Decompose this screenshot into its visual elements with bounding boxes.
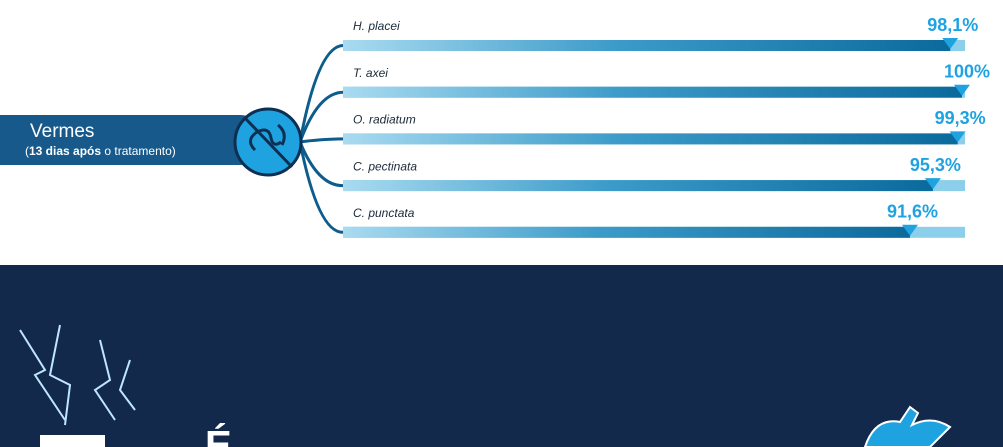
bar-marker bbox=[954, 84, 970, 96]
subtitle-part: ( bbox=[25, 144, 29, 158]
cattle-logo bbox=[863, 405, 952, 447]
label-pill bbox=[0, 115, 265, 165]
product-box bbox=[40, 435, 105, 447]
bar bbox=[343, 133, 958, 145]
worm-glyph bbox=[249, 123, 286, 152]
connector bbox=[298, 141, 344, 188]
bar-marker bbox=[942, 38, 959, 49]
category-label: C. pectinata bbox=[353, 159, 417, 173]
category-label: H. placei bbox=[353, 19, 400, 33]
value-label: 98,1% bbox=[927, 15, 978, 35]
connector bbox=[298, 141, 344, 234]
value-label: 95,3% bbox=[910, 155, 961, 175]
bar bbox=[343, 226, 911, 238]
group-label: Vermes bbox=[30, 121, 94, 142]
category-label: T. axei bbox=[353, 66, 388, 80]
connector bbox=[299, 137, 344, 144]
value-label: 99,3% bbox=[935, 108, 986, 128]
bar-marker bbox=[902, 224, 919, 236]
subtitle-part: o tratamento) bbox=[101, 144, 176, 158]
banner bbox=[0, 265, 1003, 447]
category-label: C. punctata bbox=[353, 206, 415, 220]
value-label: 100% bbox=[944, 61, 990, 81]
group-subtitle: (13 dias após o tratamento) bbox=[25, 144, 176, 158]
bar bbox=[343, 86, 962, 98]
connectors bbox=[298, 44, 344, 234]
bar-marker bbox=[924, 178, 941, 190]
subtitle-part: 13 dias após bbox=[29, 144, 101, 158]
lightning bbox=[19, 324, 136, 426]
category-label: O. radiatum bbox=[353, 113, 416, 127]
banner-text: É bbox=[205, 423, 232, 447]
bar bbox=[343, 40, 951, 51]
bar bbox=[343, 180, 933, 192]
value-label: 91,6% bbox=[887, 202, 938, 222]
connector bbox=[298, 90, 344, 143]
bar-marker bbox=[949, 131, 966, 143]
connector bbox=[298, 44, 344, 143]
no-sign bbox=[243, 116, 294, 169]
